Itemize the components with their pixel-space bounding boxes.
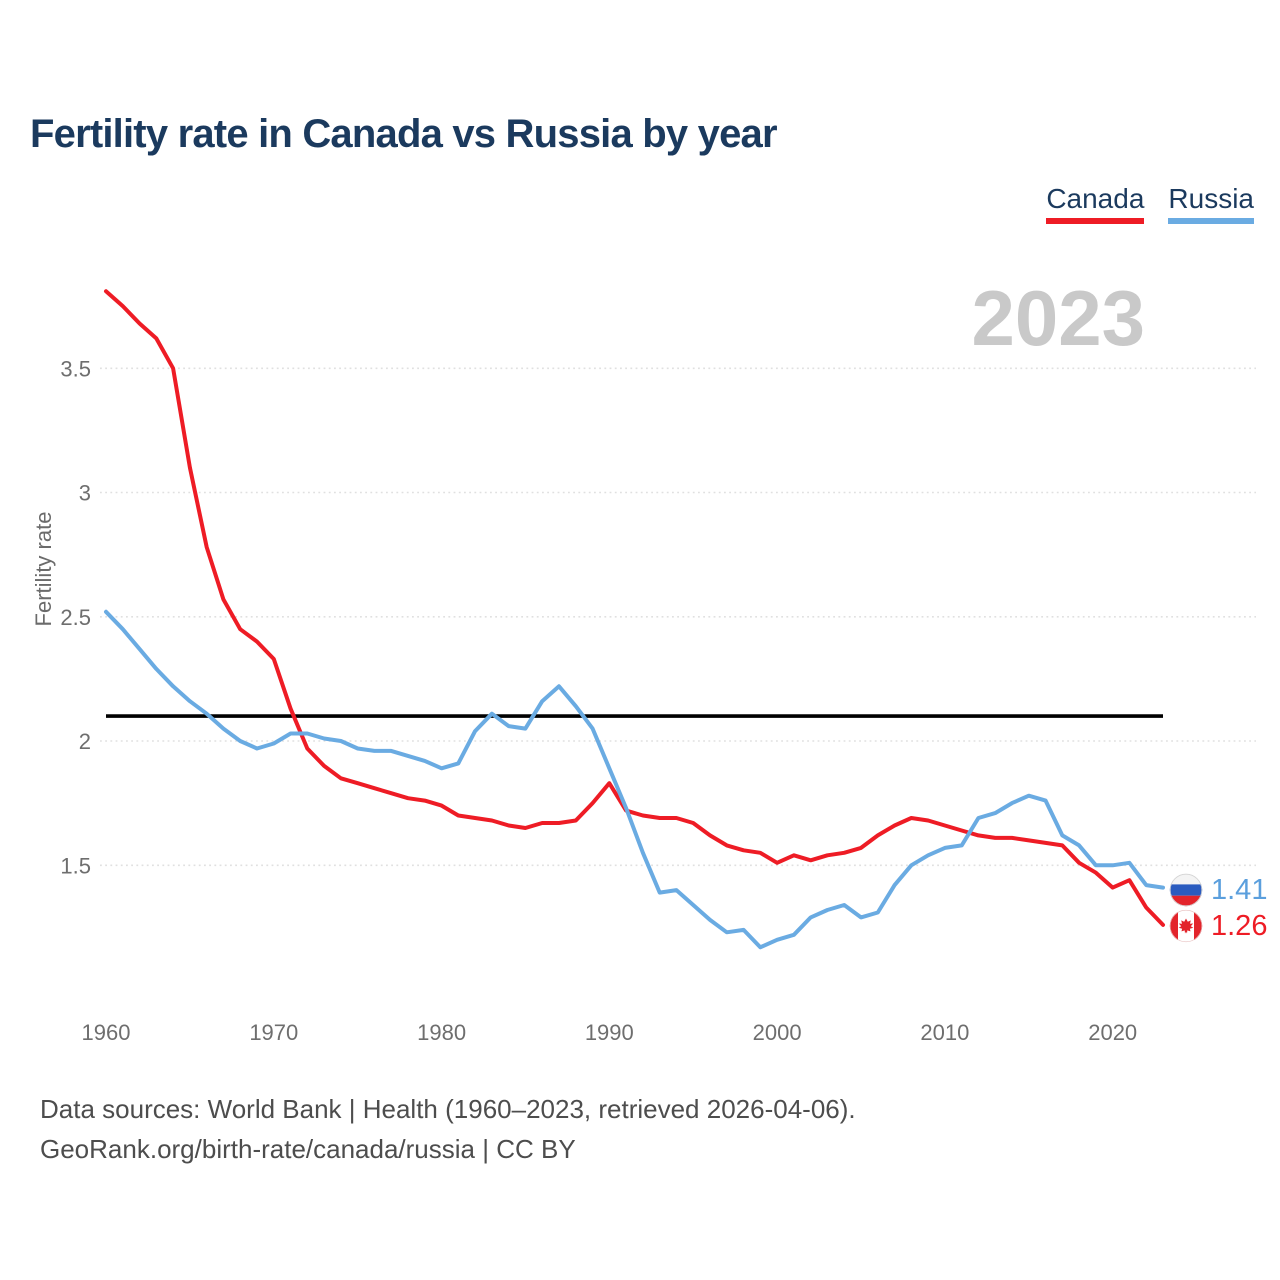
y-tick-label-3: 3 <box>79 481 91 506</box>
canada-end-label: 1.26 <box>1169 908 1267 944</box>
y-tick-label-1.5: 1.5 <box>60 853 91 878</box>
x-tick-label-1980: 1980 <box>417 1020 466 1045</box>
footer-attribution-line: GeoRank.org/birth-rate/canada/russia | C… <box>40 1134 576 1164</box>
x-tick-label-1960: 1960 <box>82 1020 131 1045</box>
watermark-year: 2023 <box>971 274 1145 362</box>
canada-latest-value: 1.26 <box>1211 909 1268 942</box>
legend-item-canada[interactable]: Canada <box>1046 183 1145 224</box>
russia-flag-icon <box>1169 873 1203 907</box>
x-tick-label-2010: 2010 <box>920 1020 969 1045</box>
y-axis-title: Fertility rate <box>31 511 56 627</box>
x-tick-label-1990: 1990 <box>585 1020 634 1045</box>
x-tick-label-2000: 2000 <box>753 1020 802 1045</box>
y-tick-label-2: 2 <box>79 729 91 754</box>
y-tick-label-3.5: 3.5 <box>60 356 91 381</box>
legend: Canada Russia <box>1046 183 1254 224</box>
canada-flag-icon <box>1169 909 1203 943</box>
legend-item-russia[interactable]: Russia <box>1168 183 1254 224</box>
x-tick-label-1970: 1970 <box>249 1020 298 1045</box>
footer: Data sources: World Bank | Health (1960–… <box>40 1089 856 1169</box>
x-tick-label-2020: 2020 <box>1088 1020 1137 1045</box>
canada-line <box>104 289 1165 927</box>
russia-latest-value: 1.41 <box>1211 873 1268 906</box>
page-title: Fertility rate in Canada vs Russia by ye… <box>30 112 778 156</box>
russia-end-label: 1.41 <box>1169 872 1267 908</box>
russia-line <box>104 609 1165 950</box>
footer-sources-line: Data sources: World Bank | Health (1960–… <box>40 1094 856 1124</box>
y-tick-label-2.5: 2.5 <box>60 605 91 630</box>
